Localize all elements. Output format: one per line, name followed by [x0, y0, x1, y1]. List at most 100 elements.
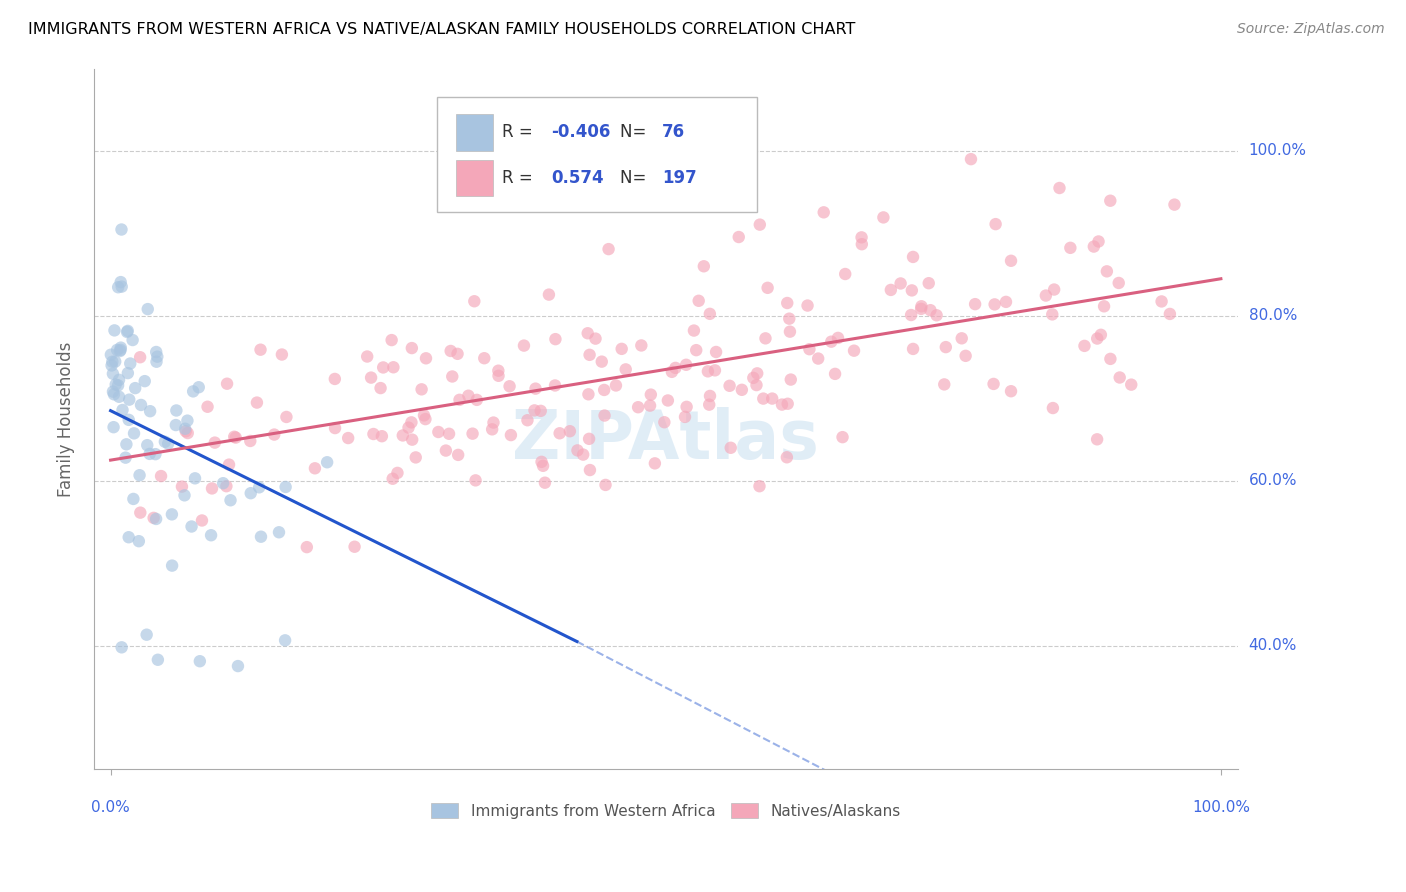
- Point: [748, 218, 770, 232]
- Point: [191, 513, 214, 527]
- Point: [135, 628, 157, 642]
- Point: [950, 331, 973, 345]
- Point: [145, 345, 167, 359]
- Point: [776, 397, 799, 411]
- Legend: Immigrants from Western Africa, Natives/Alaskans: Immigrants from Western Africa, Natives/…: [425, 797, 907, 825]
- Point: [851, 237, 873, 252]
- Point: [572, 448, 595, 462]
- Point: [295, 540, 318, 554]
- Point: [157, 436, 180, 450]
- Point: [965, 297, 987, 311]
- Point: [661, 365, 683, 379]
- Point: [955, 349, 977, 363]
- Point: [323, 372, 346, 386]
- Point: [360, 370, 382, 384]
- Point: [461, 426, 484, 441]
- Point: [201, 482, 224, 496]
- Point: [1059, 241, 1081, 255]
- Point: [756, 281, 779, 295]
- Point: [827, 331, 849, 345]
- Point: [578, 348, 600, 362]
- Point: [150, 469, 173, 483]
- Point: [499, 428, 522, 442]
- Point: [482, 416, 505, 430]
- Point: [934, 377, 956, 392]
- Point: [316, 455, 339, 469]
- Text: N=: N=: [620, 169, 651, 186]
- Point: [176, 414, 198, 428]
- Point: [184, 471, 207, 485]
- Point: [523, 403, 546, 417]
- Point: [138, 447, 160, 461]
- Point: [146, 350, 169, 364]
- Y-axis label: Family Households: Family Households: [58, 342, 75, 497]
- Point: [457, 389, 479, 403]
- Point: [122, 426, 145, 441]
- Point: [274, 480, 297, 494]
- Point: [101, 384, 124, 399]
- Point: [593, 383, 616, 397]
- Point: [544, 378, 567, 392]
- Point: [537, 287, 560, 301]
- Point: [1083, 239, 1105, 253]
- Point: [524, 382, 547, 396]
- Point: [983, 376, 1005, 391]
- Point: [778, 311, 800, 326]
- Point: [103, 420, 125, 434]
- Point: [101, 367, 124, 381]
- Point: [1163, 197, 1185, 211]
- Point: [405, 450, 427, 465]
- Point: [427, 425, 450, 439]
- Point: [585, 332, 607, 346]
- Point: [304, 461, 326, 475]
- Point: [627, 401, 650, 415]
- Point: [108, 390, 131, 404]
- Point: [160, 508, 183, 522]
- Text: N=: N=: [620, 123, 651, 141]
- Point: [842, 343, 865, 358]
- Point: [683, 324, 706, 338]
- Point: [548, 426, 571, 441]
- Point: [356, 350, 378, 364]
- Point: [654, 415, 676, 429]
- Point: [160, 558, 183, 573]
- Text: 100.0%: 100.0%: [1192, 800, 1250, 815]
- Point: [120, 357, 142, 371]
- Point: [731, 383, 754, 397]
- Point: [128, 468, 150, 483]
- Point: [323, 421, 346, 435]
- Point: [481, 422, 503, 436]
- Point: [1108, 370, 1130, 384]
- Text: Source: ZipAtlas.com: Source: ZipAtlas.com: [1237, 22, 1385, 37]
- Point: [910, 299, 932, 313]
- Point: [1108, 276, 1130, 290]
- Point: [212, 476, 235, 491]
- Point: [595, 478, 617, 492]
- Point: [704, 345, 727, 359]
- Point: [136, 438, 159, 452]
- Point: [776, 296, 799, 310]
- Point: [215, 479, 238, 493]
- Point: [363, 427, 385, 442]
- Point: [901, 250, 924, 264]
- Point: [900, 308, 922, 322]
- Point: [165, 403, 187, 417]
- Point: [153, 434, 176, 449]
- Point: [110, 275, 132, 289]
- Point: [177, 425, 200, 440]
- Point: [107, 378, 129, 392]
- Point: [391, 428, 413, 442]
- Point: [872, 211, 894, 225]
- Point: [745, 378, 768, 392]
- Point: [1000, 384, 1022, 399]
- Point: [1095, 264, 1118, 278]
- Point: [558, 424, 581, 438]
- Text: R =: R =: [502, 169, 538, 186]
- Point: [1042, 401, 1064, 415]
- Point: [1090, 327, 1112, 342]
- Point: [1092, 299, 1115, 313]
- Point: [779, 325, 801, 339]
- Point: [111, 640, 134, 655]
- Point: [142, 511, 165, 525]
- Point: [105, 343, 128, 357]
